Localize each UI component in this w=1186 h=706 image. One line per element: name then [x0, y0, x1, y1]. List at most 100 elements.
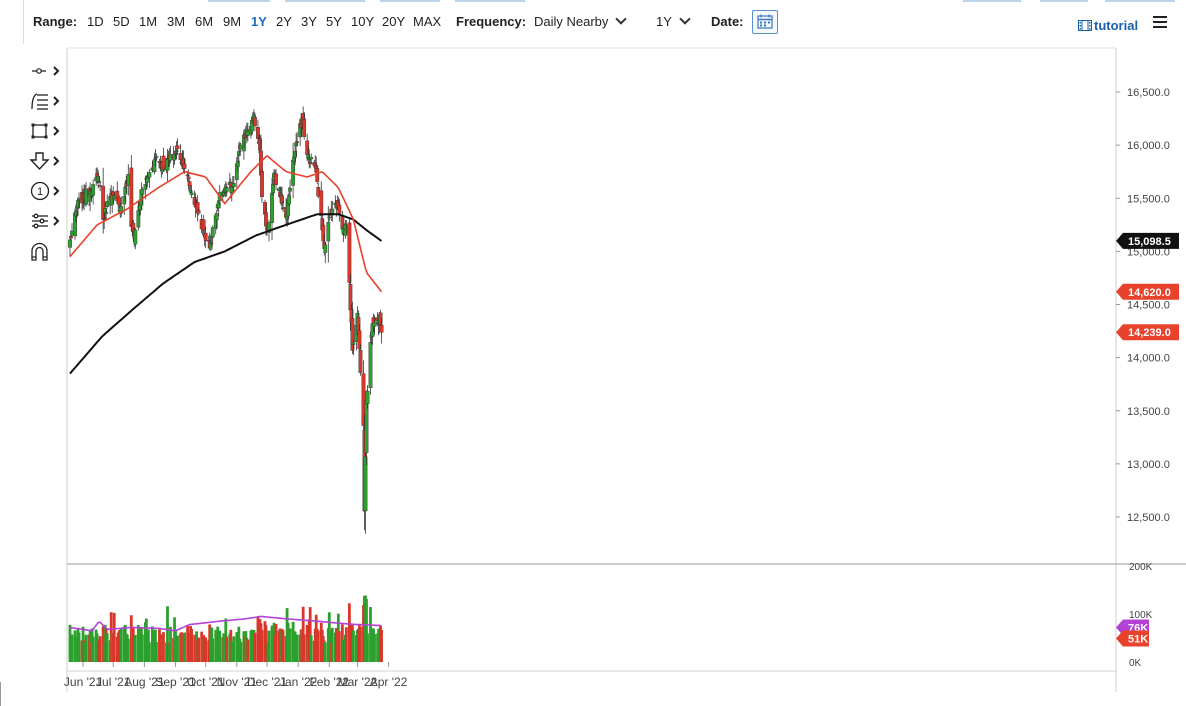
candle-body [154, 155, 159, 158]
tutorial-link[interactable]: tutorial [1078, 18, 1138, 33]
volume-last-badge-bg [1116, 630, 1149, 647]
candle-body [224, 187, 229, 192]
candle-body [210, 227, 215, 238]
candle-body [280, 195, 284, 204]
candle-body [264, 212, 268, 227]
line-tool-icon [32, 66, 60, 76]
date-picker-button[interactable] [752, 10, 778, 34]
volume-bar [133, 634, 137, 662]
candle-body [185, 174, 190, 177]
volume-bar [77, 632, 81, 662]
candle-body [358, 349, 363, 373]
candle-body [361, 373, 366, 426]
time-tick-label: Nov '21 [217, 675, 258, 689]
crosshair-tool-button[interactable] [28, 60, 66, 82]
ma-fast-line [69, 154, 383, 293]
range-3m-button[interactable]: 3M [167, 14, 186, 29]
arrow-tool-button[interactable] [28, 150, 66, 172]
candle-body [288, 188, 292, 192]
frequency-select[interactable]: Daily Nearby [534, 13, 628, 29]
candle-body [321, 224, 326, 242]
calendar-icon [757, 14, 773, 29]
range-10y-button[interactable]: 10Y [351, 14, 375, 29]
candle-body [267, 222, 271, 233]
candle-body [174, 150, 179, 152]
candle-body [119, 206, 124, 214]
candle-body [378, 312, 383, 325]
candle-body [196, 210, 201, 214]
candle-body [140, 189, 145, 195]
ma-slow-line [69, 213, 383, 375]
pitchfork-tool-button[interactable] [28, 210, 66, 232]
range-5d-button[interactable]: 5D [113, 14, 130, 29]
volume-bar [352, 630, 355, 662]
film-icon [1078, 20, 1092, 31]
range-2y-button[interactable]: 2Y [276, 14, 292, 29]
candle-body [357, 330, 362, 350]
period-select[interactable]: 1Y [656, 13, 691, 29]
price-tick-label: 16,000.0 [1127, 140, 1170, 152]
candle-body [214, 213, 219, 221]
candle-body [68, 239, 72, 248]
volume-bar [274, 624, 278, 662]
candle-body [84, 189, 88, 205]
volume-tick-label: 200K [1129, 562, 1153, 573]
volume-last-badge: 51K [1128, 634, 1148, 646]
candle-body [201, 219, 206, 231]
magnet-tool-button[interactable] [28, 240, 66, 262]
candle-body [379, 324, 384, 333]
window-edge [0, 682, 9, 706]
candle-body [136, 210, 141, 228]
candle-body [308, 162, 313, 165]
candle-body [323, 244, 328, 253]
volume-bar [147, 642, 151, 662]
candle-body [153, 157, 158, 160]
candle-body [104, 212, 109, 214]
candle-body [372, 321, 377, 327]
volume-bar [253, 632, 257, 662]
range-5y-button[interactable]: 5Y [326, 14, 342, 29]
fibonacci-tool-button[interactable] [28, 90, 66, 112]
candle-body [143, 184, 148, 190]
volume-bar [288, 628, 292, 662]
volume-bar [91, 636, 95, 662]
range-max-button[interactable]: MAX [413, 14, 442, 29]
range-1m-button[interactable]: 1M [139, 14, 158, 29]
price-tick-label: 14,500.0 [1127, 300, 1170, 312]
candle-body [253, 117, 257, 127]
range-1y-button[interactable]: 1Y [251, 14, 267, 29]
candle-body [182, 163, 187, 169]
volume-bar [260, 630, 264, 662]
volume-bar [308, 607, 312, 662]
time-tick-label: Jun '21 [64, 675, 103, 689]
volume-tick-label: 0K [1129, 658, 1142, 669]
candle-body [350, 318, 355, 351]
menu-icon[interactable] [1153, 16, 1167, 28]
chevron-down-icon [679, 13, 691, 25]
annotation-tool-button[interactable]: 1 [28, 180, 66, 202]
volume-bar [183, 632, 186, 662]
volume-bar [155, 642, 158, 662]
frequency-label: Frequency: [456, 14, 527, 29]
volume-tick-label: 100K [1129, 610, 1153, 621]
range-3y-button[interactable]: 3Y [301, 14, 317, 29]
volume-bar [197, 637, 201, 662]
volume-bar [211, 638, 215, 662]
rectangle-icon [31, 123, 60, 139]
rectangle-tool-button[interactable] [28, 120, 66, 142]
range-9m-button[interactable]: 9M [223, 14, 242, 29]
volume-bar [105, 633, 109, 662]
volume-bar [344, 627, 348, 662]
volume-bar [330, 627, 334, 662]
candle-body [309, 157, 314, 160]
pitchfork-icon [32, 213, 60, 229]
price-tick-label: 13,500.0 [1127, 406, 1170, 418]
volume-bar [246, 639, 250, 662]
range-20y-button[interactable]: 20Y [382, 14, 406, 29]
candle-body [91, 184, 96, 196]
range-1d-button[interactable]: 1D [87, 14, 104, 29]
toolbar-top-border [0, 0, 1186, 5]
candle-body [270, 192, 274, 223]
range-6m-button[interactable]: 6M [195, 14, 214, 29]
